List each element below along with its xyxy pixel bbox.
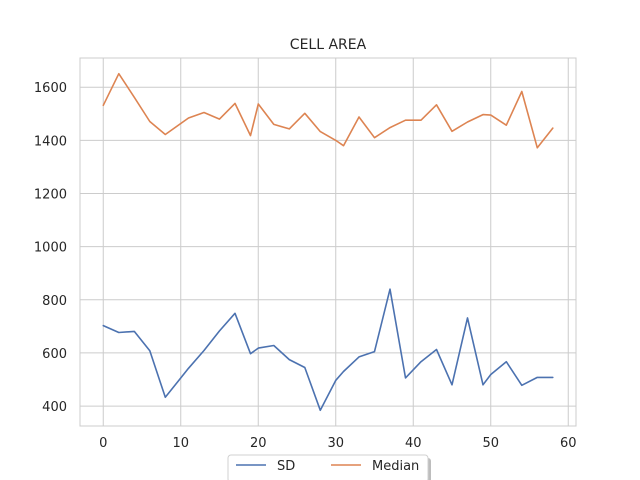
legend-label-sd: SD xyxy=(277,459,295,474)
y-tick-label: 1200 xyxy=(34,188,67,203)
x-tick-label: 30 xyxy=(327,436,344,451)
y-tick-label: 800 xyxy=(42,294,67,309)
y-tick-label: 1000 xyxy=(34,241,67,256)
x-tick-label: 60 xyxy=(560,436,577,451)
chart-title: CELL AREA xyxy=(290,37,367,53)
x-tick-label: 10 xyxy=(172,436,189,451)
legend: SD Median xyxy=(228,455,431,480)
y-tick-label: 1600 xyxy=(34,81,67,96)
x-tick-label: 50 xyxy=(482,436,499,451)
x-tick-label: 40 xyxy=(405,436,422,451)
x-tick-label: 0 xyxy=(99,436,107,451)
y-tick-label: 1400 xyxy=(34,134,67,149)
y-tick-label: 600 xyxy=(42,347,67,362)
y-tick-label: 400 xyxy=(42,400,67,415)
legend-label-median: Median xyxy=(372,459,419,474)
x-tick-label: 20 xyxy=(250,436,267,451)
